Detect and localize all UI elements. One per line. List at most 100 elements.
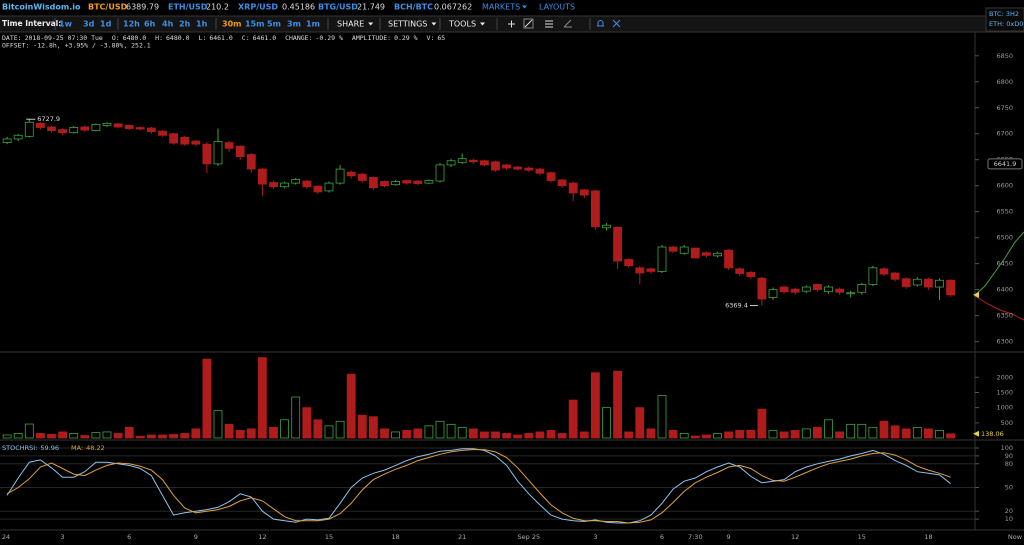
ticker-price[interactable]: 6389.79 [126, 3, 159, 12]
volume-bar [91, 432, 101, 439]
crosshair-price: 6641.9 [994, 160, 1017, 168]
volume-bar [158, 434, 167, 439]
x-tick-label: 24 [2, 533, 10, 541]
toolbar-icons[interactable] [508, 18, 621, 29]
volume-bar [757, 408, 767, 439]
legend-value: 59.96 [40, 444, 59, 452]
info-value: 2018-09-25 07:30 Tue [25, 34, 103, 42]
crosshair-price-box [987, 158, 1023, 170]
candle-body [135, 127, 145, 130]
header-menu[interactable]: LAYOUTS [539, 3, 575, 12]
volume-bar [779, 431, 789, 439]
y-tick-label: 6300 [996, 338, 1013, 346]
interval-button[interactable]: 6h [144, 20, 156, 29]
ticker-pair[interactable]: BCH/BTC [394, 3, 433, 12]
interval-button[interactable]: 30m [222, 20, 241, 29]
volume-bar [735, 430, 745, 439]
toolbar-menu[interactable]: SHARE [337, 20, 364, 29]
ticker-pair[interactable]: BTC/USD [88, 3, 128, 12]
toolbar-menu[interactable]: TOOLS [448, 20, 476, 29]
info-label: L: [198, 34, 206, 42]
volume-bar [513, 434, 523, 439]
volume-bar [624, 431, 634, 439]
interval-button[interactable]: 3d [83, 20, 95, 29]
ticker-pair[interactable]: ETH/USD [168, 3, 208, 12]
volume-bar [246, 428, 256, 439]
candle-body [801, 286, 811, 292]
volume-bar [135, 435, 145, 439]
ticker-price[interactable]: 0.45186 [282, 3, 315, 12]
info-label: V: [427, 34, 435, 42]
volume-bar [146, 434, 156, 439]
candle-body [446, 160, 456, 166]
candle-body [457, 158, 467, 163]
volume-bar [535, 431, 545, 439]
candle-body [924, 278, 933, 288]
y-tick-label: 6550 [996, 208, 1013, 216]
y-tick-label: 50 [1005, 484, 1013, 492]
candle-body [47, 126, 56, 132]
y-tick-label: 90 [1005, 452, 1013, 460]
info-label: O: [112, 34, 120, 42]
interval-button[interactable]: 5m [267, 20, 281, 29]
interval-button[interactable]: 15m [245, 20, 264, 29]
x-tick-label: 9 [194, 533, 198, 541]
candle-body [713, 252, 722, 257]
volume-bar [180, 433, 190, 439]
candle-body [357, 173, 367, 181]
candle-body [324, 182, 334, 192]
header-menu[interactable]: MARKETS [482, 3, 520, 12]
ticker-price[interactable]: 21.749 [357, 3, 385, 12]
volume-bar [868, 426, 878, 439]
candle-body [113, 123, 123, 128]
candle-body [879, 268, 889, 275]
logo[interactable]: BitcoinWisdom.io [2, 3, 81, 12]
ticker-price[interactable]: 0.067262 [434, 3, 472, 12]
candle-body [690, 247, 700, 259]
ticker-pair[interactable]: BTG/USD [318, 3, 358, 12]
depth-lines [974, 231, 1024, 321]
wallet-box [985, 7, 1024, 32]
candle-body [579, 189, 589, 196]
toolbar-menu[interactable]: SETTINGS [388, 20, 427, 29]
legend-name: STOCHRSI: [2, 444, 37, 452]
candle-body [679, 246, 689, 254]
volume-bar [602, 407, 611, 439]
volume-bar [702, 434, 711, 439]
ticker-pair[interactable]: XRP/USD [238, 3, 278, 12]
candle-body [657, 246, 667, 272]
volume-bar [579, 431, 589, 439]
min-label: 6369.4 [725, 302, 748, 310]
wallet[interactable]: BTC: 3H2 [989, 10, 1019, 18]
candle-body [757, 277, 767, 300]
candle-body [24, 121, 34, 137]
volume-bar [846, 423, 856, 439]
info-value: 6480.0 [166, 34, 190, 42]
volume-bar [646, 428, 656, 439]
interval-label: Time Interval: [2, 19, 61, 28]
volume-bar [291, 396, 301, 439]
x-tick-label: 18 [391, 533, 399, 541]
interval-button[interactable]: 1m [306, 20, 320, 29]
interval-button[interactable]: 3m [287, 20, 301, 29]
volume-bar [102, 431, 112, 439]
interval-button[interactable]: 12h [123, 20, 140, 29]
interval-button[interactable]: 2h [179, 20, 191, 29]
candle-body [591, 190, 600, 228]
candle-body [912, 278, 922, 286]
candle-body [91, 123, 101, 132]
y-tick-label: 2000 [996, 373, 1013, 381]
interval-button[interactable]: 1w [59, 20, 73, 29]
interval-button[interactable]: 1h [196, 20, 208, 29]
volume-bar [857, 423, 867, 439]
ticker-price[interactable]: 210.2 [206, 3, 229, 12]
interval-button[interactable]: 1d [100, 20, 112, 29]
toolbar-separators [54, 18, 591, 30]
interval-button[interactable]: 4h [162, 20, 174, 29]
info-label: C: [242, 34, 250, 42]
y-tick-label: 6600 [996, 182, 1013, 190]
candle-body [846, 292, 856, 295]
volume-bar [24, 423, 34, 439]
wallet[interactable]: ETH: 0xD0 [989, 20, 1023, 28]
